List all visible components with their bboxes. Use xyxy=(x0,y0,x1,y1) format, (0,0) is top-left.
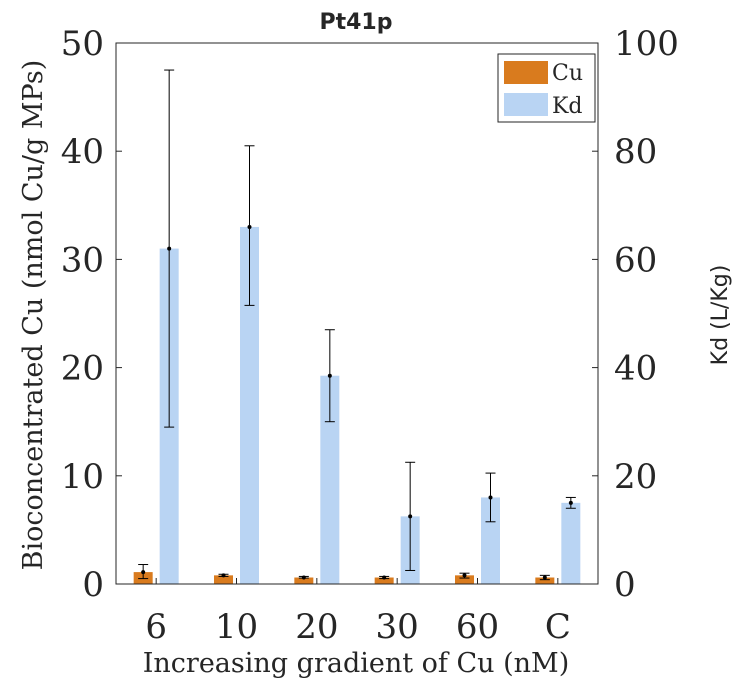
chart-title: Pt41p xyxy=(319,10,392,35)
x-tick-label: 60 xyxy=(456,607,499,647)
mean-marker xyxy=(488,495,493,500)
mean-marker xyxy=(221,573,226,578)
mean-marker xyxy=(141,570,146,575)
axes xyxy=(115,42,599,585)
bar-cu-c xyxy=(535,577,555,584)
axes-box xyxy=(115,42,599,585)
x-axis-label: Increasing gradient of Cu (nM) xyxy=(143,648,569,679)
y-left-tick-label: 50 xyxy=(61,24,104,64)
legend-swatch-cu xyxy=(504,61,548,84)
y-left-tick-label: 20 xyxy=(61,349,104,389)
y-right-tick-label: 40 xyxy=(614,349,657,389)
y-axis-right-label: Kd (L/Kg) xyxy=(708,265,733,366)
x-tick-label: C xyxy=(545,607,571,647)
mean-marker xyxy=(301,575,306,580)
mean-marker xyxy=(462,573,467,578)
legend-swatch-kd xyxy=(504,93,548,116)
x-tick-label: 10 xyxy=(215,607,258,647)
bar-cu-30 xyxy=(374,577,394,584)
tick-labels: 0 10 20 30 40 50 0 20 40 60 80 100 6 10 20 30 60 C xyxy=(61,24,679,647)
mean-marker xyxy=(382,575,387,580)
y-right-tick-label: 0 xyxy=(614,565,636,605)
y-right-tick-label: 100 xyxy=(614,24,679,64)
bar-kd-20 xyxy=(320,375,340,584)
y-left-tick-label: 10 xyxy=(61,457,104,497)
bar-kd-60 xyxy=(481,497,500,584)
legend: Cu Kd xyxy=(497,53,596,123)
legend-label-cu: Cu xyxy=(552,61,583,86)
legend-label-kd: Kd xyxy=(552,94,583,119)
plot-area xyxy=(116,43,598,584)
bar-kd-10 xyxy=(240,226,259,584)
x-tick-label: 30 xyxy=(376,607,419,647)
y-right-tick-label: 60 xyxy=(614,240,657,280)
mean-marker xyxy=(568,500,573,505)
y-right-tick-label: 20 xyxy=(614,457,657,497)
mean-marker xyxy=(247,224,252,229)
bar-kd-c xyxy=(561,502,581,584)
mean-marker xyxy=(327,373,332,378)
error-bars xyxy=(138,69,576,581)
y-left-tick-label: 30 xyxy=(61,240,104,280)
y-axis-left-label: Bioconcentrated Cu (nmol Cu/g MPs) xyxy=(18,60,49,571)
x-tick-label: 6 xyxy=(145,607,167,647)
y-left-tick-label: 0 xyxy=(82,565,104,605)
mean-marker xyxy=(167,246,172,251)
plot-background xyxy=(116,43,598,584)
mean-marker xyxy=(408,514,413,519)
bar-cu-10 xyxy=(214,575,233,584)
y-right-tick-label: 80 xyxy=(614,132,657,172)
y-left-tick-label: 40 xyxy=(61,132,104,172)
bar-cu-20 xyxy=(294,577,314,584)
mean-marker xyxy=(542,575,547,580)
x-tick-label: 20 xyxy=(295,607,338,647)
bar-cu-60 xyxy=(455,575,474,584)
